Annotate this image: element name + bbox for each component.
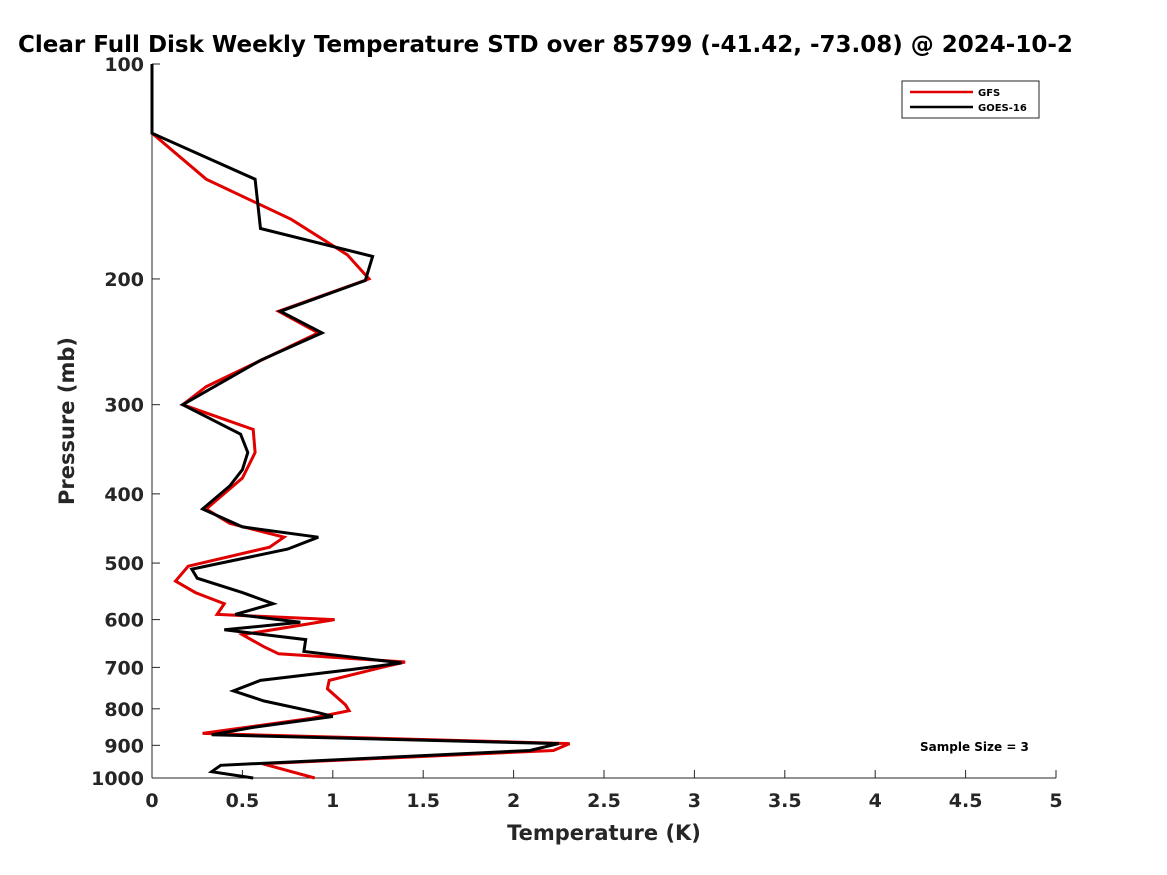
x-tick-label: 1.5 [406, 790, 440, 812]
y-tick-label: 500 [104, 553, 144, 575]
x-tick-label: 5 [1049, 790, 1062, 812]
y-axis-label: Pressure (mb) [55, 337, 79, 505]
sample-size-annotation: Sample Size = 3 [920, 740, 1029, 754]
x-tick-label: 3 [688, 790, 701, 812]
legend-label-gfs: GFS [978, 88, 1000, 99]
y-tick-label: 200 [104, 269, 144, 291]
y-tick-label: 700 [104, 657, 144, 679]
x-axis-ticks: 0 0.5 1 1.5 2 2.5 3 3.5 4 4.5 5 [145, 770, 1063, 812]
x-tick-label: 4 [869, 790, 882, 812]
legend: GFS GOES-16 [901, 80, 1040, 119]
y-axis-ticks: 100 200 300 400 500 600 700 800 900 1000 [91, 54, 160, 790]
y-tick-label: 800 [104, 699, 144, 721]
legend-label-goes-16: GOES-16 [978, 103, 1027, 114]
x-tick-label: 0.5 [226, 790, 260, 812]
series-line-goes-16 [150, 64, 560, 780]
x-tick-label: 3.5 [768, 790, 802, 812]
chart-title: Clear Full Disk Weekly Temperature STD o… [18, 32, 1073, 58]
y-tick-label: 600 [104, 610, 144, 632]
x-tick-label: 2 [507, 790, 520, 812]
y-tick-label: 300 [104, 395, 144, 417]
series-layer [150, 64, 571, 780]
y-tick-label: 100 [104, 54, 144, 76]
y-tick-label: 400 [104, 484, 144, 506]
y-tick-label: 1000 [91, 768, 144, 790]
x-tick-label: 1 [326, 790, 339, 812]
x-tick-label: 2.5 [587, 790, 621, 812]
legend-box [901, 80, 1040, 119]
x-tick-label: 0 [145, 790, 158, 812]
x-axis-label: Temperature (K) [507, 821, 701, 845]
y-tick-label: 900 [104, 735, 144, 757]
x-tick-label: 4.5 [949, 790, 983, 812]
